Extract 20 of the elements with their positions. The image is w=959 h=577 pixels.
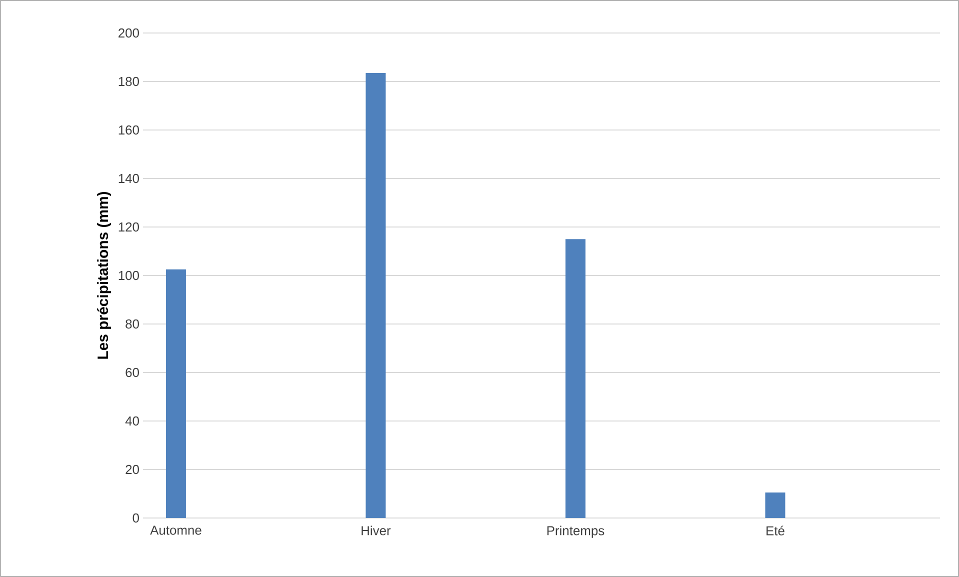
x-tick-label: Printemps	[547, 526, 604, 538]
y-axis-title: Les précipitations (mm)	[96, 192, 112, 359]
y-tick-label: 180	[118, 76, 139, 86]
bar	[166, 269, 186, 518]
y-tick-label: 80	[126, 319, 139, 329]
y-tick-label: 20	[126, 464, 139, 474]
y-tick-label: 140	[118, 174, 139, 184]
bar	[366, 73, 386, 518]
y-tick-label: 40	[125, 416, 139, 426]
bar	[765, 492, 786, 518]
y-tick-label: 200	[118, 28, 139, 38]
y-tick-label: 120	[118, 222, 139, 232]
x-tick-label: Hiver	[362, 526, 391, 536]
y-tick-label: 0	[132, 513, 139, 523]
y-tick-label: 160	[118, 125, 139, 135]
y-tick-label: 100	[118, 270, 139, 280]
x-tick-label: Automne	[150, 526, 202, 535]
y-tick-label: 60	[126, 368, 139, 378]
bar	[565, 239, 586, 518]
x-tick-label: Eté	[766, 526, 784, 536]
